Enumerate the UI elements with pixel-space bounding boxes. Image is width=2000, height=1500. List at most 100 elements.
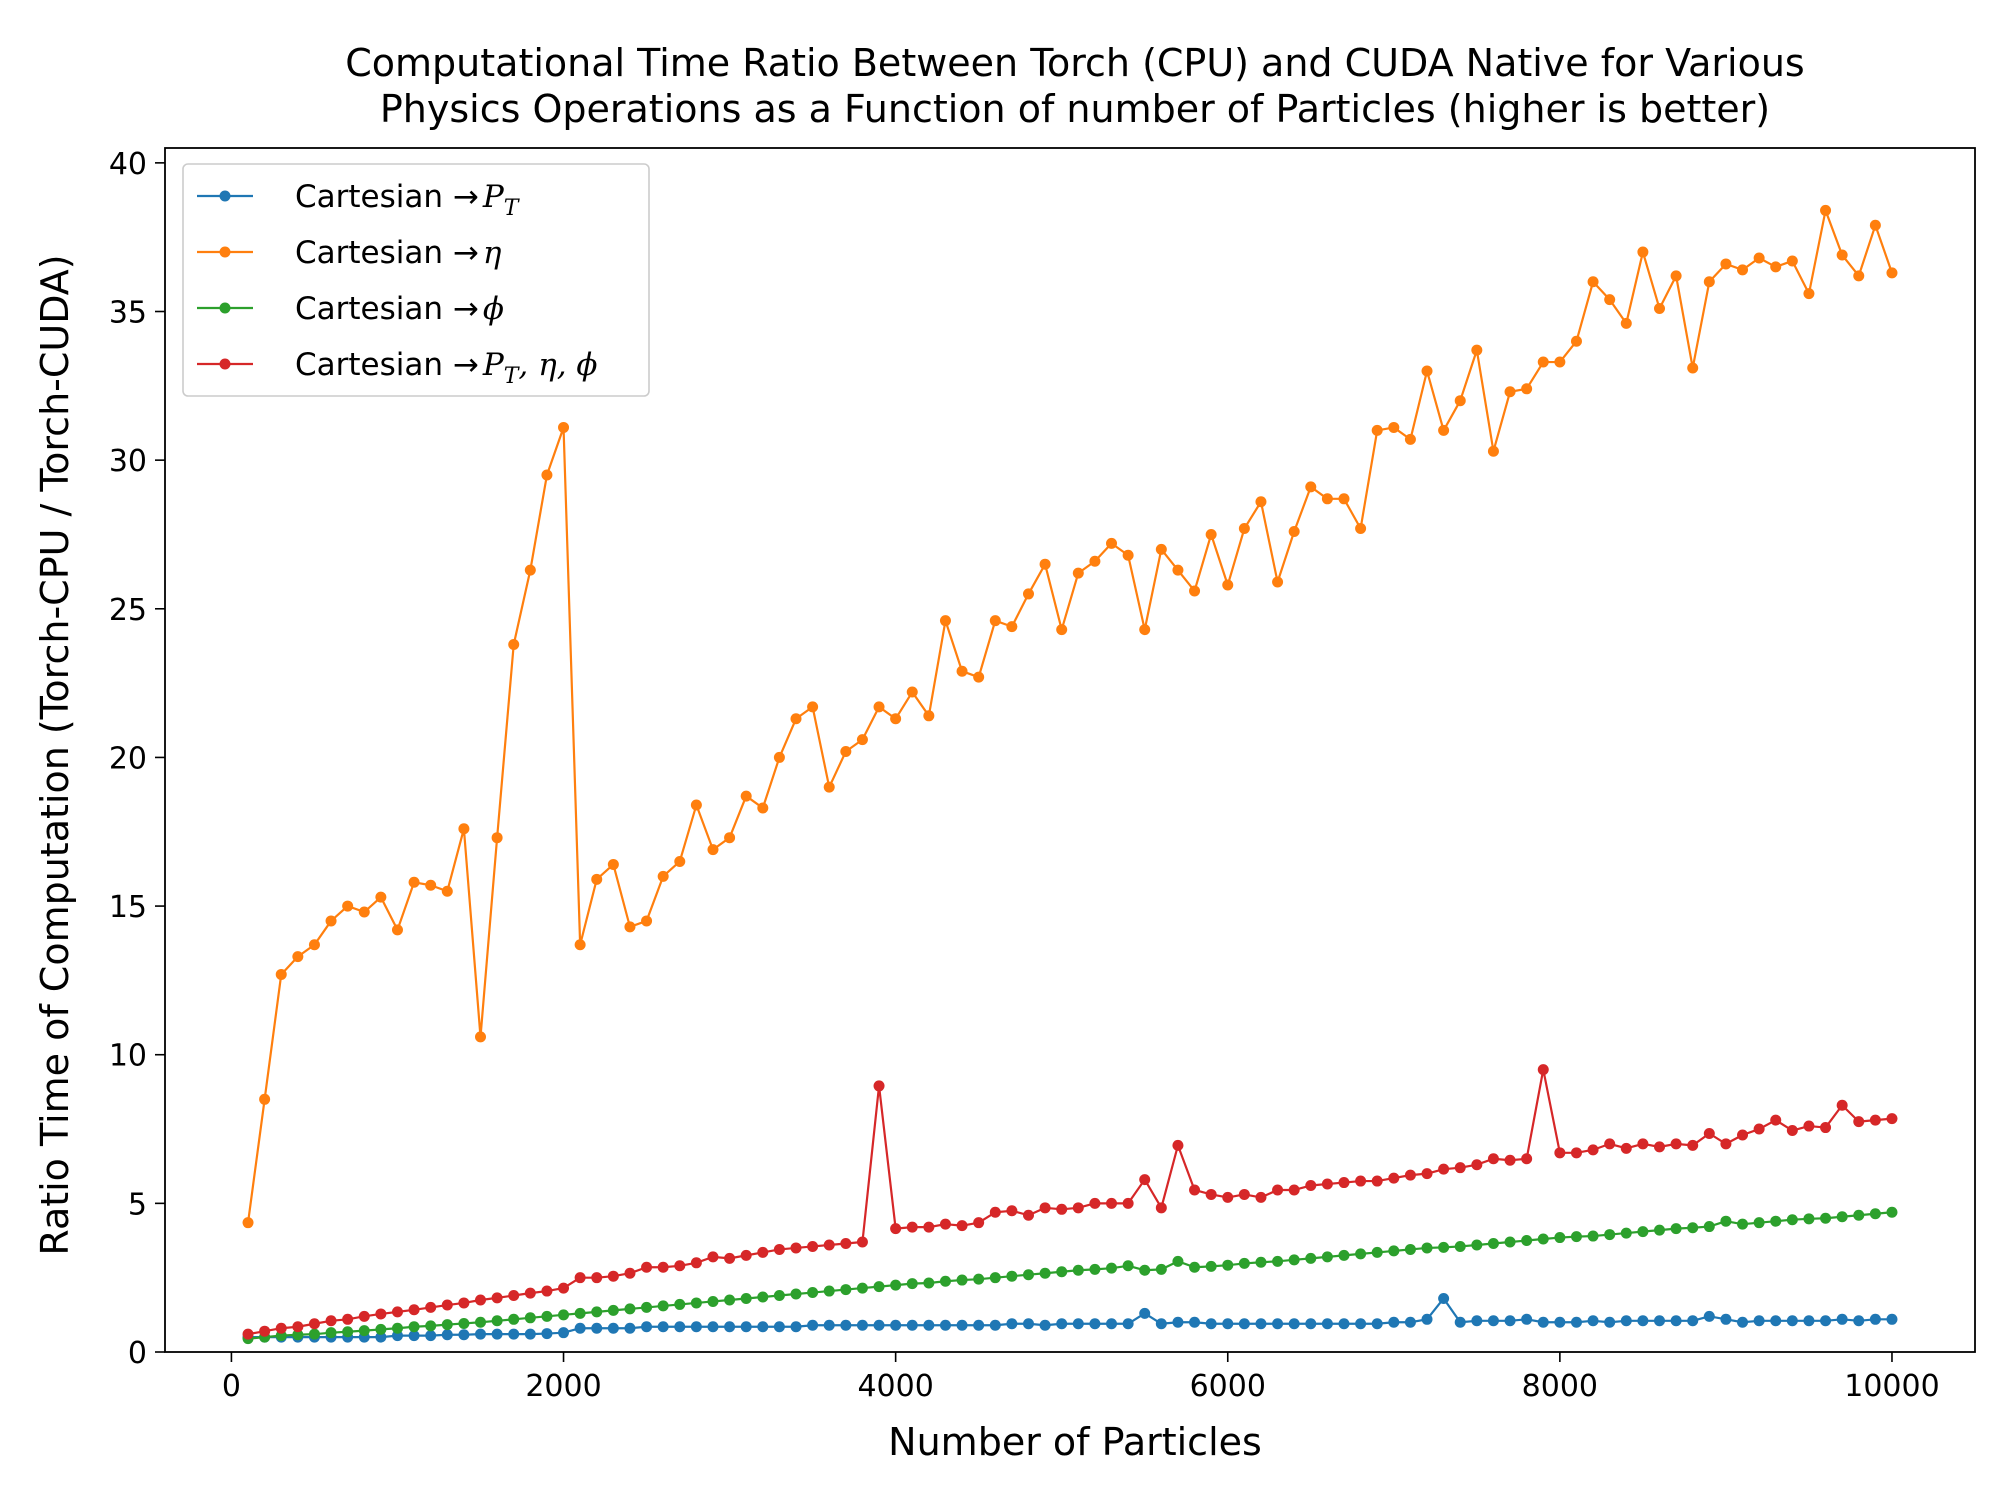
data-point — [641, 1261, 653, 1273]
data-point — [923, 1277, 935, 1289]
data-point — [1521, 1235, 1533, 1247]
data-point — [408, 1304, 420, 1316]
data-point — [956, 1274, 968, 1286]
data-point — [1869, 1114, 1881, 1126]
data-point — [674, 1321, 686, 1333]
legend-entry: Cartesian → PT — [197, 179, 521, 221]
data-point — [1537, 1316, 1549, 1328]
data-point — [1504, 1236, 1516, 1248]
data-point — [973, 1217, 985, 1229]
data-point — [1122, 549, 1134, 561]
data-point — [1836, 249, 1848, 261]
data-point — [1820, 1212, 1832, 1224]
data-point — [873, 1281, 885, 1293]
data-point — [458, 1297, 470, 1309]
x-tick-label: 2000 — [525, 1369, 601, 1404]
data-point — [757, 1321, 769, 1333]
data-point — [1305, 481, 1317, 493]
data-point — [1770, 1114, 1782, 1126]
data-point — [1371, 1175, 1383, 1187]
data-point — [657, 870, 669, 882]
x-tick-label: 6000 — [1190, 1369, 1266, 1404]
x-tick-label: 4000 — [857, 1369, 933, 1404]
data-point — [1570, 1316, 1582, 1328]
data-point — [690, 1257, 702, 1269]
legend-swatch-marker — [219, 190, 231, 202]
data-point — [574, 1322, 586, 1334]
legend-entry: Cartesian → ϕ — [197, 291, 504, 327]
data-point — [1471, 344, 1483, 356]
data-point — [1637, 1315, 1649, 1327]
data-point — [1321, 1178, 1333, 1190]
data-point — [325, 1327, 337, 1339]
data-point — [342, 1326, 354, 1338]
data-point — [1587, 1144, 1599, 1156]
data-point — [342, 900, 354, 912]
data-point — [1189, 1316, 1201, 1328]
data-point — [1554, 1316, 1566, 1328]
data-point — [1388, 1245, 1400, 1257]
legend: Cartesian → PT Cartesian → η Cartesian → ϕ Car… — [182, 163, 650, 397]
data-point — [1122, 1260, 1134, 1272]
data-point — [1022, 588, 1034, 600]
data-point — [1056, 1318, 1068, 1330]
data-point — [441, 885, 453, 897]
data-point — [956, 665, 968, 677]
data-point — [1554, 356, 1566, 368]
data-point — [773, 1243, 785, 1255]
legend-label: Cartesian → η — [295, 235, 502, 271]
data-point — [724, 1252, 736, 1264]
data-point — [856, 734, 868, 746]
data-point — [690, 1297, 702, 1309]
chart-title-line-1: Computational Time Ratio Between Torch (… — [345, 41, 1804, 85]
data-point — [873, 701, 885, 713]
data-point — [342, 1313, 354, 1325]
data-point — [1521, 1313, 1533, 1325]
data-point — [541, 1285, 553, 1297]
data-point — [358, 1310, 370, 1322]
data-point — [1620, 1227, 1632, 1239]
data-point — [1720, 1215, 1732, 1227]
data-point — [1089, 555, 1101, 567]
chart-title-line-2: Physics Operations as a Function of numb… — [380, 87, 1770, 131]
data-point — [1139, 624, 1151, 636]
data-point — [425, 1320, 437, 1332]
data-point — [308, 1328, 320, 1340]
data-point — [1438, 1241, 1450, 1253]
data-point — [308, 939, 320, 951]
data-point — [1355, 1175, 1367, 1187]
data-point — [408, 1321, 420, 1333]
data-point — [1238, 523, 1250, 535]
data-point — [1355, 523, 1367, 535]
data-point — [1072, 567, 1084, 579]
data-point — [1737, 264, 1749, 276]
data-point — [541, 469, 553, 481]
data-point — [1321, 1318, 1333, 1330]
data-point — [1438, 1292, 1450, 1304]
data-point — [1222, 579, 1234, 591]
data-point — [1471, 1239, 1483, 1251]
data-point — [939, 1275, 951, 1287]
data-point — [1072, 1202, 1084, 1214]
data-point — [1056, 624, 1068, 636]
data-point — [1454, 1316, 1466, 1328]
data-point — [657, 1300, 669, 1312]
data-point — [790, 1288, 802, 1300]
data-point — [1737, 1218, 1749, 1230]
data-point — [1487, 445, 1499, 457]
data-point — [1737, 1129, 1749, 1141]
data-point — [558, 1309, 570, 1321]
data-point — [923, 1221, 935, 1233]
data-point — [1604, 1138, 1616, 1150]
data-point — [856, 1319, 868, 1331]
data-point — [1620, 1315, 1632, 1327]
data-point — [890, 1223, 902, 1235]
data-point — [1786, 1315, 1798, 1327]
data-point — [1321, 493, 1333, 505]
data-point — [707, 1251, 719, 1263]
data-point — [425, 1301, 437, 1313]
data-point — [707, 844, 719, 856]
data-point — [1687, 1315, 1699, 1327]
data-point — [607, 1304, 619, 1316]
data-point — [1537, 1233, 1549, 1245]
